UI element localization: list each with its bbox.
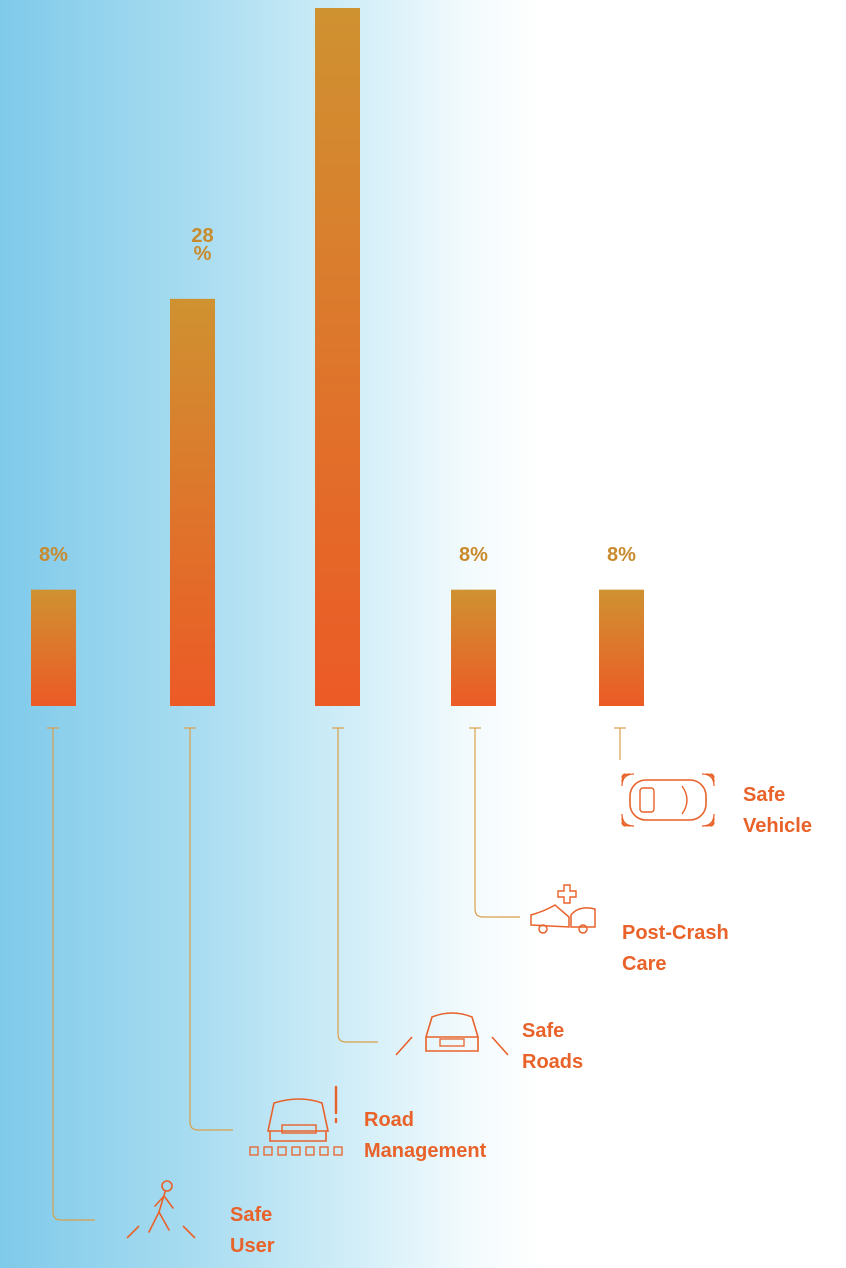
category-label-safe-user: Safe User bbox=[230, 1200, 274, 1262]
category-label-line: Safe bbox=[522, 1020, 565, 1042]
category-label-safe-roads: Safe Roads bbox=[522, 1016, 583, 1078]
bars-group bbox=[31, 8, 644, 706]
category-label-line: User bbox=[230, 1235, 275, 1257]
category-label-line: Roads bbox=[522, 1051, 584, 1073]
road-warning-car-icon bbox=[249, 1085, 343, 1156]
bar-safe-roads bbox=[315, 8, 360, 706]
connector-line-safe-roads bbox=[337, 728, 378, 1043]
bar-safe-user bbox=[31, 589, 76, 706]
car-crash-medical-icon bbox=[530, 884, 596, 934]
bar-safe-vehicle bbox=[599, 589, 644, 706]
category-label-line: Safe bbox=[743, 784, 786, 806]
value-label-safe-vehicle: 8% bbox=[607, 543, 636, 566]
bar-road-management bbox=[170, 298, 215, 706]
walking-person-icon bbox=[126, 1180, 196, 1239]
category-label-line: Post-Crash bbox=[622, 922, 729, 944]
category-label-line: Vehicle bbox=[743, 815, 812, 837]
category-label-post-crash-care: Post-Crash Care bbox=[622, 918, 729, 980]
category-label-safe-vehicle: Safe Vehicle bbox=[743, 780, 812, 842]
category-label-line: Care bbox=[622, 953, 667, 975]
connectors-group bbox=[47, 727, 626, 1221]
category-label-road-management: Road Management bbox=[364, 1105, 486, 1167]
category-label-line: Management bbox=[364, 1140, 487, 1162]
car-front-icon bbox=[395, 1012, 509, 1056]
value-label-road-management: 28 % bbox=[191, 224, 214, 265]
category-label-line: Road bbox=[364, 1109, 414, 1131]
connector-line-road-management bbox=[189, 728, 233, 1131]
value-label-post-crash-care: 8% bbox=[459, 543, 488, 566]
category-label-line: Safe bbox=[230, 1204, 273, 1226]
connector-line-safe-user bbox=[52, 728, 95, 1221]
icons-group bbox=[126, 773, 715, 1239]
connector-line-post-crash-care bbox=[474, 728, 520, 918]
bar-post-crash-care bbox=[451, 589, 496, 706]
value-label-safe-user: 8% bbox=[39, 543, 68, 566]
car-sensors-icon bbox=[621, 773, 715, 827]
